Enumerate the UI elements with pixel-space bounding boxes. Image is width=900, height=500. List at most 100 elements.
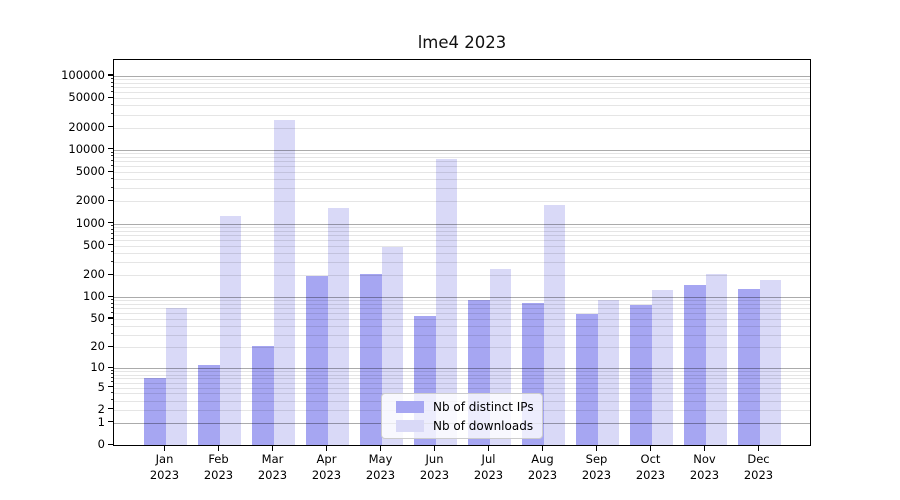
x-tick-label-year: 2023 [527, 467, 558, 482]
bar-downloads [435, 158, 457, 445]
bar-distinct-ips [630, 304, 652, 445]
gridline-minor [114, 153, 810, 155]
gridline-minor [114, 188, 810, 190]
gridline-minor [114, 313, 810, 315]
bars-layer [114, 60, 810, 445]
gridlines-layer [114, 60, 810, 445]
x-tick-mark [757, 446, 760, 451]
y-minor-tick-mark [110, 302, 113, 304]
x-tick-label-month: Mar [261, 452, 284, 466]
y-tick-mark [108, 126, 113, 128]
y-tick-label: 20000 [68, 119, 105, 134]
chart-title: lme4 2023 [417, 33, 507, 52]
x-tick-label-month: Oct [640, 452, 661, 466]
gridline-minor [114, 262, 810, 264]
x-tick-mark [217, 446, 220, 451]
y-tick-mark [108, 244, 113, 246]
y-tick-label: 50 [90, 310, 105, 325]
x-tick-label: Oct 2023 [621, 452, 681, 483]
bar-downloads [165, 308, 187, 445]
x-tick-mark [325, 446, 328, 451]
y-tick-label: 100 [83, 289, 105, 304]
y-tick-label: 2 [97, 401, 105, 416]
x-tick-label: Mar 2023 [243, 452, 303, 483]
y-minor-tick-mark [110, 81, 113, 83]
x-tick-label-month: Aug [531, 452, 554, 466]
gridline-minor [114, 201, 810, 203]
x-tick-label-year: 2023 [689, 467, 720, 482]
gridline-minor [114, 156, 810, 158]
y-tick-label: 10 [90, 360, 105, 375]
gridline-minor [114, 172, 810, 173]
y-minor-tick-mark [110, 381, 113, 383]
y-tick-mark [108, 443, 113, 445]
gridline-minor [114, 161, 810, 163]
bar-distinct-ips [306, 275, 328, 445]
x-tick-mark [487, 446, 490, 451]
x-tick-label: Nov 2023 [675, 452, 735, 483]
y-minor-tick-mark [110, 369, 113, 371]
bar-distinct-ips [198, 365, 220, 445]
y-minor-tick-mark [110, 229, 113, 231]
y-tick-label: 200 [83, 267, 105, 282]
y-minor-tick-mark [110, 333, 113, 335]
y-tick-label: 500 [83, 237, 105, 252]
x-tick-label: Sep 2023 [567, 452, 627, 483]
gridline-minor [114, 105, 810, 107]
bar-distinct-ips [360, 274, 382, 445]
gridline-minor [114, 166, 810, 168]
bar-distinct-ips [252, 345, 274, 445]
x-tick-label-year: 2023 [203, 467, 234, 482]
plot-area: Nb of distinct IPs Nb of downloads [113, 59, 811, 446]
gridline-minor [114, 300, 810, 302]
y-minor-tick-mark [110, 306, 113, 308]
bar-downloads [705, 274, 727, 445]
y-tick-mark [108, 345, 113, 348]
x-tick-label: Apr 2023 [297, 452, 357, 483]
gridline-minor [114, 83, 810, 85]
x-tick-label: Jun 2023 [405, 452, 465, 483]
bar-distinct-ips [738, 289, 760, 445]
gridline-minor [114, 382, 810, 384]
gridline-minor [114, 230, 810, 232]
gridline-major [114, 75, 810, 77]
y-tick-label: 10000 [68, 141, 105, 156]
x-tick-mark [703, 446, 706, 451]
y-tick-label: 50000 [68, 90, 105, 105]
bar-distinct-ips [144, 378, 166, 445]
y-tick-label: 100000 [61, 67, 105, 82]
gridline-minor [114, 387, 810, 389]
y-minor-tick-mark [110, 391, 113, 393]
y-tick-mark [108, 273, 113, 275]
y-tick-mark [108, 421, 113, 423]
y-tick-mark [108, 408, 113, 410]
y-tick-mark [108, 317, 113, 319]
bar-downloads [273, 120, 295, 445]
x-tick-label-month: Jan [155, 452, 174, 466]
y-tick-label: 5000 [75, 164, 105, 178]
y-tick-label: 5 [97, 379, 105, 394]
x-tick-label-year: 2023 [473, 467, 504, 482]
bar-downloads [651, 289, 673, 445]
gridline-minor [114, 92, 810, 94]
gridline-minor [114, 226, 810, 228]
x-tick-label-year: 2023 [581, 467, 612, 482]
bar-downloads [597, 300, 619, 445]
gridline-minor [114, 79, 810, 81]
gridline-minor [114, 378, 810, 380]
gridline-minor [114, 234, 810, 236]
bar-downloads [219, 216, 241, 445]
x-tick-mark [649, 446, 652, 451]
x-tick-mark [595, 446, 598, 451]
y-minor-tick-mark [110, 151, 113, 153]
gridline-minor [114, 98, 810, 100]
y-minor-tick-mark [110, 251, 113, 253]
x-tick-mark [163, 446, 166, 451]
gridline-minor [114, 304, 810, 306]
y-minor-tick-mark [110, 164, 113, 166]
y-tick-mark [108, 170, 113, 172]
y-minor-tick-mark [110, 103, 113, 105]
x-tick-label-month: Dec [747, 452, 770, 466]
